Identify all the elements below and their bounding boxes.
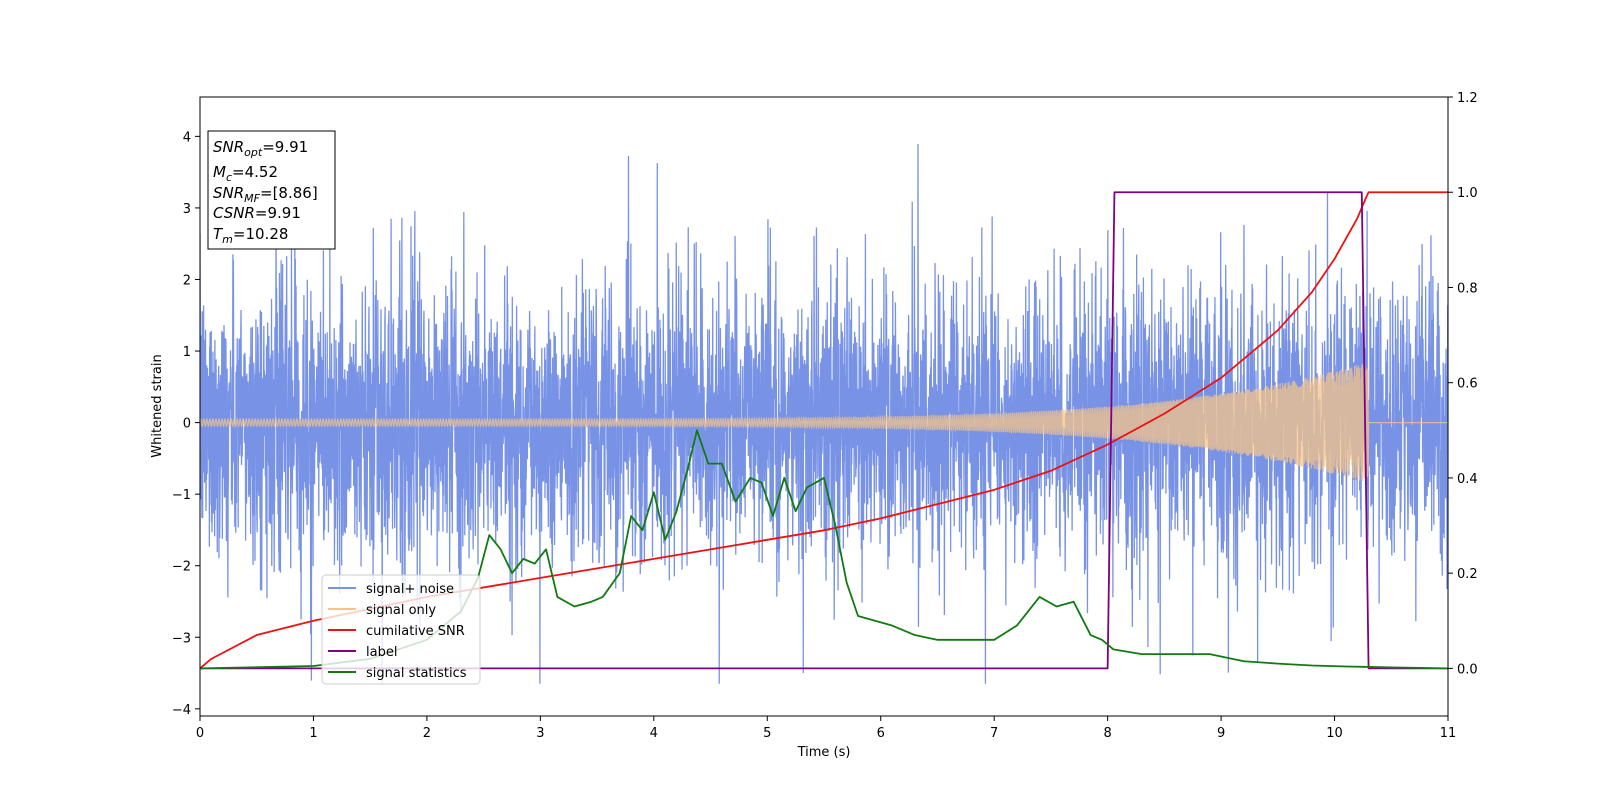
series-signal-statistics-line: [200, 429, 1448, 670]
y-tick-label: 2: [183, 273, 191, 288]
y2-tick-label: 0.4: [1457, 472, 1478, 487]
x-tick-label: 5: [763, 726, 771, 741]
x-tick-label: 10: [1326, 726, 1343, 741]
axes-layer: 0 1 2 3 4 5 6 7 8 9 10 11 −4 −3 −2 −1 0 1 2 3 4 0.0 0.2 0.4 0.6 0…: [172, 91, 1478, 741]
y-tick-label: −1: [172, 488, 191, 503]
x-tick-label: 7: [990, 726, 998, 741]
plot-frame: [199, 96, 1449, 717]
y2-tick-label: 0.8: [1457, 281, 1478, 296]
legend-label: signal+ noise: [366, 582, 454, 597]
legend-label: cumilative SNR: [366, 624, 465, 639]
x-tick-label: 1: [309, 726, 317, 741]
annotation-line: Mc=4.52: [213, 163, 278, 184]
series-label-line: [200, 191, 1448, 670]
y-tick-label: −3: [172, 631, 191, 646]
series-signal-only-line: [200, 364, 1448, 481]
annotation-line: CSNR=9.91: [213, 204, 301, 222]
y2-tick-label: 1.0: [1457, 186, 1478, 201]
legend-label: signal only: [366, 603, 436, 618]
annotation-frame: [207, 130, 336, 250]
y-tick-label: 4: [183, 130, 191, 145]
annotation-line: Tm=10.28: [213, 225, 288, 246]
y2-tick-label: 0.6: [1457, 377, 1478, 392]
x-tick-label: 9: [1217, 726, 1225, 741]
x-tick-label: 4: [650, 726, 658, 741]
x-tick-label: 8: [1103, 726, 1111, 741]
y-axis-title: Whitened strain: [150, 354, 165, 457]
y-tick-label: 0: [183, 417, 191, 432]
y2-tick-label: 0.2: [1457, 567, 1478, 582]
annotation-line: SNRMF=[8.86]: [213, 184, 318, 205]
x-tick-label: 3: [536, 726, 544, 741]
x-axis-title: Time (s): [797, 745, 851, 760]
y-tick-label: −4: [172, 703, 191, 718]
legend-frame: [321, 574, 481, 685]
x-tick-label: 6: [877, 726, 885, 741]
x-tick-label: 0: [196, 726, 204, 741]
legend-label: label: [366, 645, 397, 660]
legend-label: signal statistics: [366, 666, 467, 681]
y-tick-label: 3: [183, 202, 191, 217]
x-tick-label: 2: [423, 726, 431, 741]
annotation-line: SNRopt=9.91: [213, 138, 308, 159]
y2-tick-label: 0.0: [1457, 662, 1478, 677]
x-tick-label: 11: [1440, 726, 1457, 741]
y-tick-label: 1: [183, 345, 191, 360]
y-tick-label: −2: [172, 560, 191, 575]
legend: signal+ noise signal only cumilative SNR la…: [321, 574, 481, 685]
y2-tick-label: 1.2: [1457, 91, 1478, 106]
